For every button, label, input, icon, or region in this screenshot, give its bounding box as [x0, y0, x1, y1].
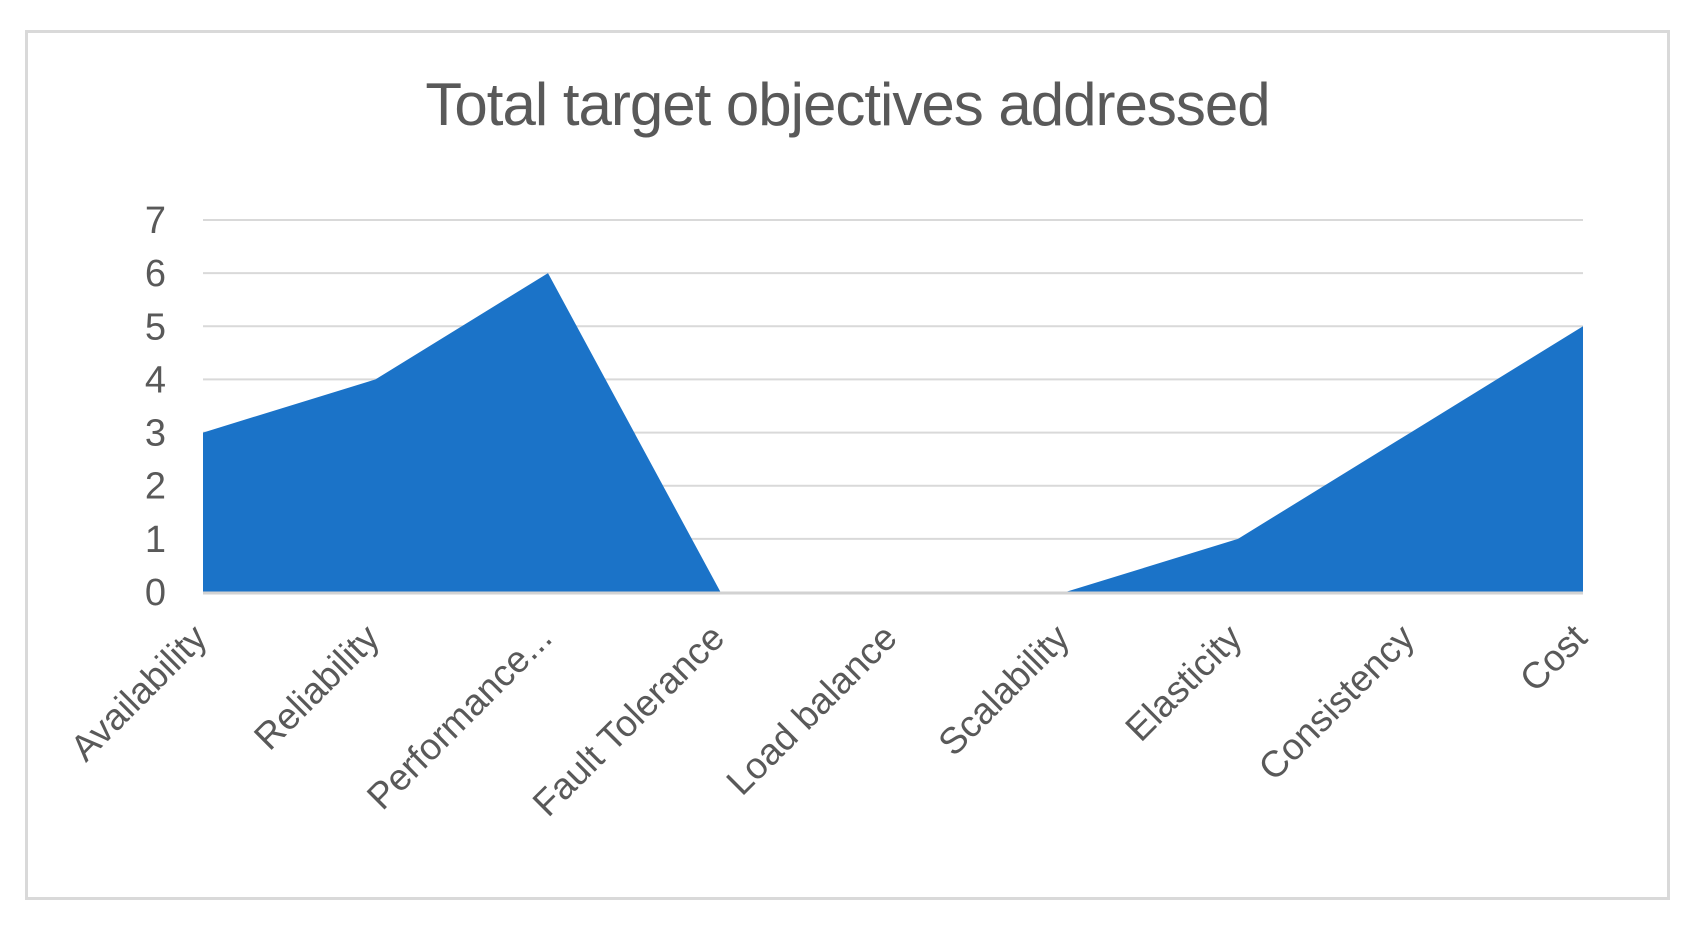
y-axis-tick-label: 4 — [145, 359, 166, 401]
chart-title: Total target objectives addressed — [425, 71, 1270, 138]
x-axis-category-label: Cost — [1512, 616, 1595, 699]
y-axis-tick-label: 1 — [145, 519, 166, 561]
x-axis-category-label: Consistency — [1251, 616, 1423, 788]
x-axis-category-label: Availability — [63, 616, 215, 768]
y-axis-tick-label: 2 — [145, 466, 166, 508]
x-axis-category-label: Elasticity — [1117, 616, 1250, 749]
area-series[interactable] — [203, 273, 1583, 592]
y-axis-tick-label: 7 — [145, 200, 166, 242]
y-axis-tick-label: 5 — [145, 306, 166, 348]
x-axis-category-label: Scalability — [930, 616, 1077, 763]
x-axis-category-label: Reliability — [246, 616, 387, 757]
x-axis-category-label: Load balance — [719, 617, 905, 803]
x-axis-category-label: Performance... — [359, 617, 560, 818]
y-axis-tick-label: 0 — [145, 572, 166, 614]
y-axis-tick-label: 3 — [145, 413, 166, 455]
y-axis-tick-label: 6 — [145, 253, 166, 295]
